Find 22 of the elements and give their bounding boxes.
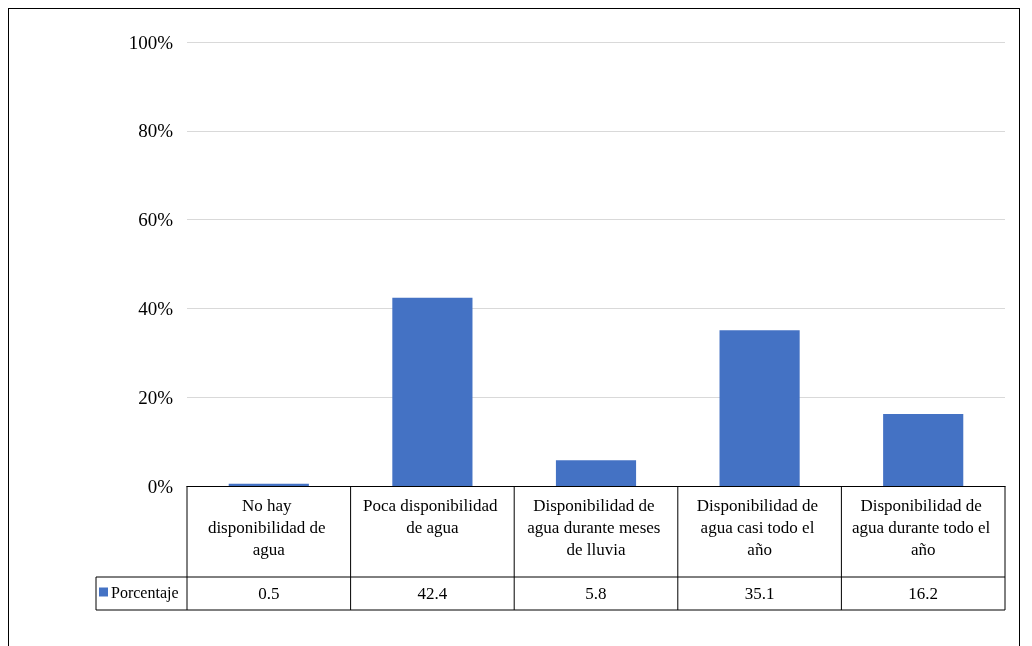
data-label: 16.2 xyxy=(907,584,940,604)
data-label: 5.8 xyxy=(584,584,608,604)
bar xyxy=(555,460,637,486)
x-tick-label: Disponibilidad de agua durante todo el año xyxy=(851,495,995,559)
bar xyxy=(883,414,964,486)
bar xyxy=(719,330,800,486)
legend-label: Porcentaje xyxy=(111,583,179,602)
x-tick-label: No hay disponibilidad de agua xyxy=(207,495,330,559)
bar xyxy=(392,297,473,486)
y-tick-label: 20% xyxy=(138,386,174,408)
y-tick-label: 80% xyxy=(138,120,174,142)
data-label: 35.1 xyxy=(743,584,776,604)
x-tick-label: Poca disponibilidad de agua xyxy=(362,495,502,537)
data-label: 42.4 xyxy=(416,584,449,604)
bar xyxy=(228,483,309,486)
y-tick-label: 40% xyxy=(138,297,174,319)
x-tick-label: Disponibilidad de agua durante meses de lluvia xyxy=(527,495,665,559)
y-tick-label: 100% xyxy=(128,31,174,53)
y-tick-label: 0% xyxy=(147,475,174,497)
data-label: 0.5 xyxy=(257,584,281,604)
y-tick-label: 60% xyxy=(138,209,174,231)
x-tick-label: Disponibilidad de agua casi todo el año xyxy=(696,495,823,559)
